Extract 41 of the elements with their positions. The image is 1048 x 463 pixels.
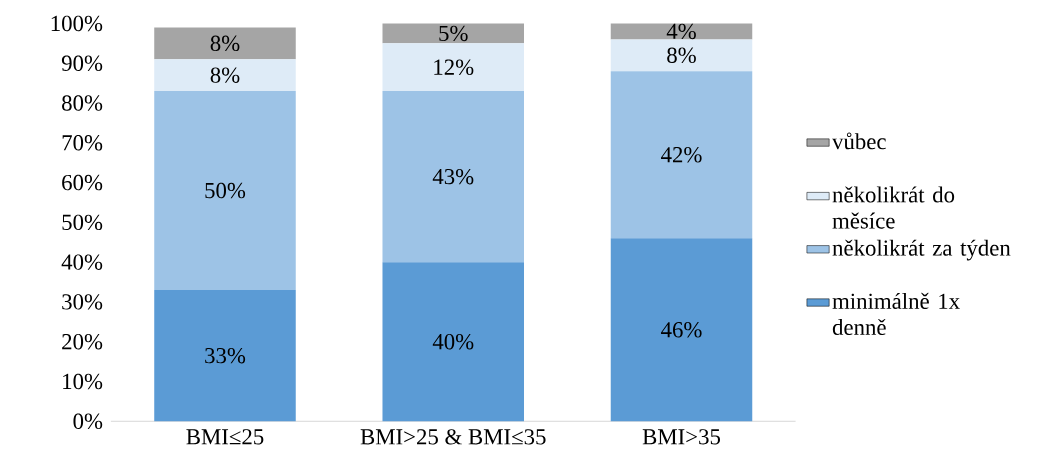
bar bbox=[382, 43, 525, 92]
data-label: 8% bbox=[210, 67, 240, 83]
data-label: 43% bbox=[432, 168, 474, 185]
bar bbox=[154, 59, 296, 92]
bar bbox=[382, 91, 525, 263]
legend-label: vůbec bbox=[832, 132, 886, 150]
bar bbox=[154, 27, 296, 60]
y-tick-label: 40% bbox=[61, 254, 103, 270]
bar bbox=[610, 23, 753, 40]
bar bbox=[610, 238, 753, 422]
data-label: 46% bbox=[661, 322, 702, 338]
bar bbox=[382, 23, 525, 44]
data-label: 4% bbox=[666, 23, 696, 40]
data-label: 5% bbox=[439, 25, 468, 42]
x-tick-label: BMI>25 & BMI≤35 bbox=[360, 429, 546, 445]
data-label: 12% bbox=[434, 59, 474, 75]
data-label: 50% bbox=[205, 182, 246, 199]
bar bbox=[610, 71, 753, 239]
y-tick-label: 0% bbox=[73, 413, 103, 430]
data-label: 8% bbox=[210, 35, 240, 52]
y-tick-label: 80% bbox=[62, 95, 103, 111]
y-tick-label: 20% bbox=[62, 333, 103, 350]
data-label: 40% bbox=[432, 333, 474, 350]
bar bbox=[154, 290, 296, 422]
bar bbox=[382, 262, 525, 422]
legend-label: několikrát za týden bbox=[832, 239, 1011, 261]
data-label: 42% bbox=[661, 147, 702, 163]
y-tick-label: 10% bbox=[63, 373, 103, 390]
data-label: 33% bbox=[205, 347, 246, 364]
x-tick-label: BMI>35 bbox=[642, 429, 721, 445]
y-tick-label: 60% bbox=[62, 174, 103, 191]
y-tick-label: 70% bbox=[62, 135, 103, 151]
y-tick-label: 90% bbox=[61, 55, 103, 71]
bar bbox=[610, 39, 753, 72]
legend-label: minimálně 1x denně bbox=[832, 292, 960, 336]
y-tick-label: 50% bbox=[62, 214, 103, 231]
y-tick-label: 30% bbox=[62, 294, 103, 310]
bar bbox=[154, 91, 296, 290]
x-tick-label: BMI≤25 bbox=[186, 429, 264, 445]
data-label: 8% bbox=[667, 47, 696, 64]
y-tick-label: 100% bbox=[51, 15, 103, 32]
